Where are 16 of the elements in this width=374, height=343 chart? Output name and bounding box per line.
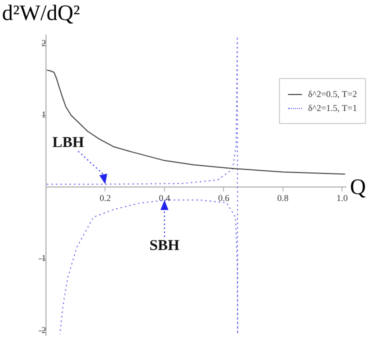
x-axis-title: Q — [350, 174, 366, 200]
x-tick-label: 0.4 — [158, 192, 171, 203]
y-axis-title: d²W/dQ² — [2, 0, 80, 26]
line-series — [46, 36, 238, 335]
x-tick-label: 0.8 — [277, 192, 290, 203]
y-tick-label: -1 — [38, 253, 46, 264]
legend-label: δ^2=1.5, T=1 — [308, 103, 357, 113]
x-tick-label: 1.0 — [336, 192, 348, 203]
x-tick-label: 0.2 — [100, 192, 111, 203]
y-tick-label: 1 — [42, 110, 46, 120]
y-tick-label: -2 — [38, 324, 46, 335]
annotation: LBH — [52, 135, 84, 152]
legend-label: δ^2=0.5, T=2 — [308, 89, 357, 99]
x-tick-label: 0.6 — [218, 192, 230, 203]
y-tick-label: 2 — [42, 38, 46, 48]
annotation: SBH — [149, 238, 180, 254]
